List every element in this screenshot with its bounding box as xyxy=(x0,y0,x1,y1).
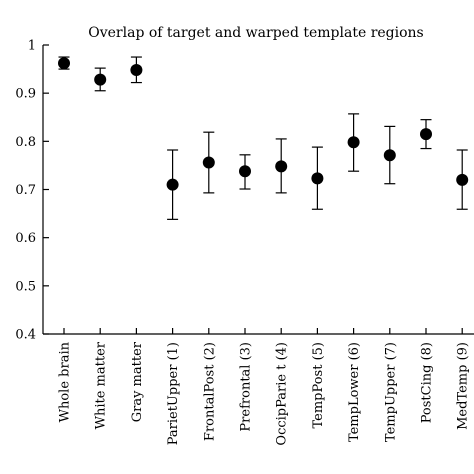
y-tick-label: 0.8 xyxy=(15,135,36,150)
data-point xyxy=(347,136,360,149)
x-tick-label: White matter xyxy=(94,341,109,429)
x-tick-label: FrontalPost (2) xyxy=(202,342,217,441)
x-tick-label: MedTemp (9) xyxy=(456,342,471,430)
y-tick-label: 0.7 xyxy=(15,183,36,198)
y-tick-label: 0.5 xyxy=(15,279,36,294)
data-point xyxy=(202,156,215,169)
data-point xyxy=(456,173,469,186)
y-tick-label: 0.9 xyxy=(15,87,36,102)
y-tick-label: 0.6 xyxy=(15,231,36,246)
x-tick-label: TempPost (5) xyxy=(311,342,326,429)
data-marks xyxy=(58,56,469,220)
x-axis: Whole brain White matter Gray matter Pariet… xyxy=(43,328,474,446)
y-axis: 0.4 0.5 0.6 0.7 0.8 0.9 1 xyxy=(15,39,49,343)
y-tick-label: 0.4 xyxy=(15,328,36,343)
data-point xyxy=(58,57,70,70)
x-tick-label: OccipParie t (4) xyxy=(275,342,290,446)
chart-title: Overlap of target and warped template re… xyxy=(88,25,424,41)
x-tick-label: TempUpper (7) xyxy=(383,342,398,442)
x-tick-label: Gray matter xyxy=(130,341,145,422)
data-point xyxy=(94,73,107,86)
x-tick-label: ParietUpper (1) xyxy=(166,342,181,445)
data-point xyxy=(311,172,324,185)
data-point xyxy=(166,178,179,191)
x-tick-label: TempLower (6) xyxy=(347,342,362,442)
data-point xyxy=(420,128,432,141)
data-point xyxy=(130,64,143,77)
x-tick-label: Prefrontal (3) xyxy=(239,342,254,432)
data-point xyxy=(383,149,396,162)
data-point xyxy=(239,165,251,178)
x-tick-label: PostCing (8) xyxy=(420,342,435,423)
y-tick-label: 1 xyxy=(28,39,36,54)
x-tick-label: Whole brain xyxy=(58,341,73,422)
data-point xyxy=(275,160,288,173)
